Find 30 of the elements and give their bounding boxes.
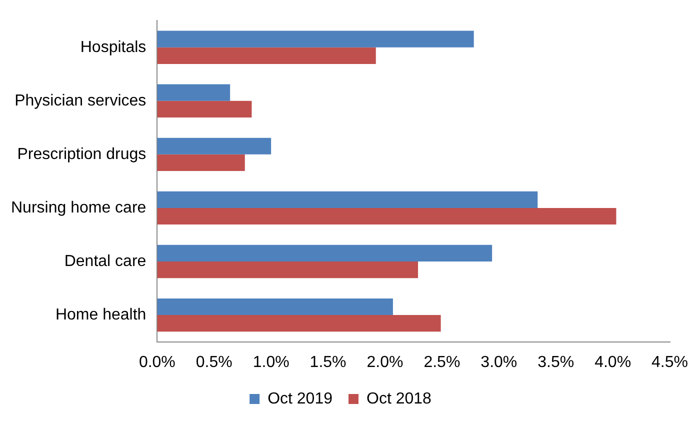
- y-tick-label: Hospitals: [80, 38, 146, 56]
- y-tick-label: Home health: [55, 306, 146, 324]
- x-tick-label: 3.5%: [538, 354, 574, 371]
- x-tick-label: 4.5%: [652, 354, 688, 371]
- bar: [157, 30, 474, 48]
- x-tick-label: 2.0%: [366, 354, 404, 371]
- bar: [157, 84, 230, 101]
- y-tick-label: Physician services: [14, 92, 146, 110]
- x-tick-label: 1.5%: [310, 354, 346, 371]
- x-tick-label: 0.0%: [138, 354, 176, 371]
- y-tick-label: Prescription drugs: [17, 146, 146, 163]
- y-tick-label: Dental care: [64, 252, 146, 270]
- bar: [157, 208, 616, 225]
- bar: [157, 47, 376, 64]
- bar: [157, 154, 245, 172]
- x-tick-label: 0.5%: [196, 354, 232, 371]
- bar: [157, 262, 418, 278]
- bar: [157, 298, 393, 316]
- legend-label: Oct 2019: [268, 390, 333, 408]
- bar: [157, 191, 538, 208]
- x-tick-label: 4.0%: [594, 354, 632, 371]
- bar: [157, 315, 441, 332]
- bar: [157, 100, 252, 118]
- y-tick-label: Nursing home care: [11, 199, 146, 216]
- legend-label: Oct 2018: [366, 390, 432, 408]
- x-tick-label: 3.0%: [480, 354, 518, 371]
- bar: [157, 244, 492, 262]
- x-tick-label: 1.0%: [252, 354, 290, 371]
- bar: [157, 138, 272, 154]
- x-tick-label: 2.5%: [424, 354, 460, 371]
